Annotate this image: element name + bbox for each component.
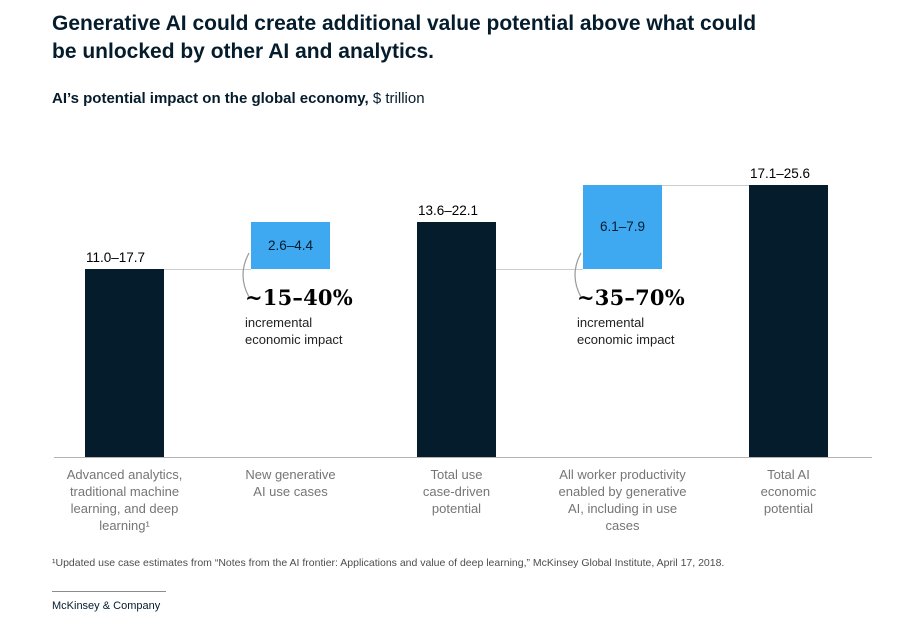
chart-bar-4: [583, 185, 662, 269]
footer-rule: [52, 591, 166, 592]
exhibit-title: Generative AI could create additional va…: [52, 12, 757, 64]
subtitle-label: AI’s potential impact on the global econ…: [52, 90, 369, 107]
chart-subtitle: AI’s potential impact on the global econ…: [52, 90, 425, 107]
category-line: enabled by generative: [558, 484, 687, 500]
category-line: case-driven: [422, 484, 491, 500]
impact-caption-line: economic impact: [245, 331, 343, 347]
bar-value-label: 13.6–22.1: [418, 203, 479, 219]
bar-value-label: 11.0–17.7: [86, 249, 146, 265]
category-line: Total AI: [767, 467, 810, 482]
impact-percentage: ~35–70%: [577, 284, 685, 310]
category-line: New generative: [245, 467, 336, 482]
impact-percentage: ~15–40%: [245, 284, 353, 310]
impact-caption-line: incremental: [577, 314, 645, 330]
waterfall-chart: 11.0–17.7 Advanced analytics, traditional …: [52, 160, 882, 552]
impact-caption-line: economic impact: [577, 331, 675, 347]
impact-caption-line: incremental: [245, 314, 313, 330]
chart-bar-5: [749, 185, 828, 457]
chart-bar-1: [85, 268, 164, 457]
curve-bracket-icon: [566, 251, 584, 304]
footnote: ¹Updated use case estimates from “Notes …: [52, 557, 725, 569]
chart-bar-3: [417, 222, 496, 457]
category-line: Advanced analytics,: [66, 467, 183, 482]
bar-value-label: 6.1–7.9: [599, 219, 646, 235]
bar-category-label: Total use case-driven potential: [372, 466, 542, 517]
category-line: AI, including in use: [567, 501, 678, 517]
bar-category-label: Advanced analytics, traditional machine le…: [40, 466, 210, 535]
category-line: Total use: [430, 467, 483, 482]
bar-category-label: Total AI economic potential: [704, 466, 874, 517]
x-axis-line: [54, 457, 872, 458]
category-line: AI use cases: [253, 484, 328, 500]
brand-wordmark: McKinsey & Company: [52, 600, 161, 612]
category-line: traditional machine: [69, 484, 180, 500]
category-line: potential: [763, 501, 814, 517]
category-line: learning¹: [99, 518, 150, 534]
level-connector-line: [662, 185, 749, 186]
category-line: potential: [431, 501, 482, 517]
impact-annotation: ~15–40% incremental economic impact: [245, 285, 415, 349]
level-connector-line: [164, 268, 251, 270]
curve-bracket-icon: [234, 251, 252, 304]
category-line: economic: [760, 484, 817, 500]
subtitle-unit: $ trillion: [368, 90, 425, 107]
bar-category-label: New generative AI use cases: [206, 466, 376, 500]
impact-annotation: ~35–70% incremental economic impact: [577, 285, 747, 349]
bar-category-label: All worker productivity enabled by genera…: [538, 466, 708, 535]
category-line: All worker productivity: [559, 467, 686, 482]
chart-bar-2: [251, 222, 330, 269]
category-line: learning, and deep: [70, 501, 179, 517]
bar-value-label: 2.6–4.4: [267, 238, 314, 254]
bar-value-label: 17.1–25.6: [750, 166, 811, 181]
level-connector-line: [496, 268, 583, 270]
category-line: cases: [605, 518, 640, 534]
